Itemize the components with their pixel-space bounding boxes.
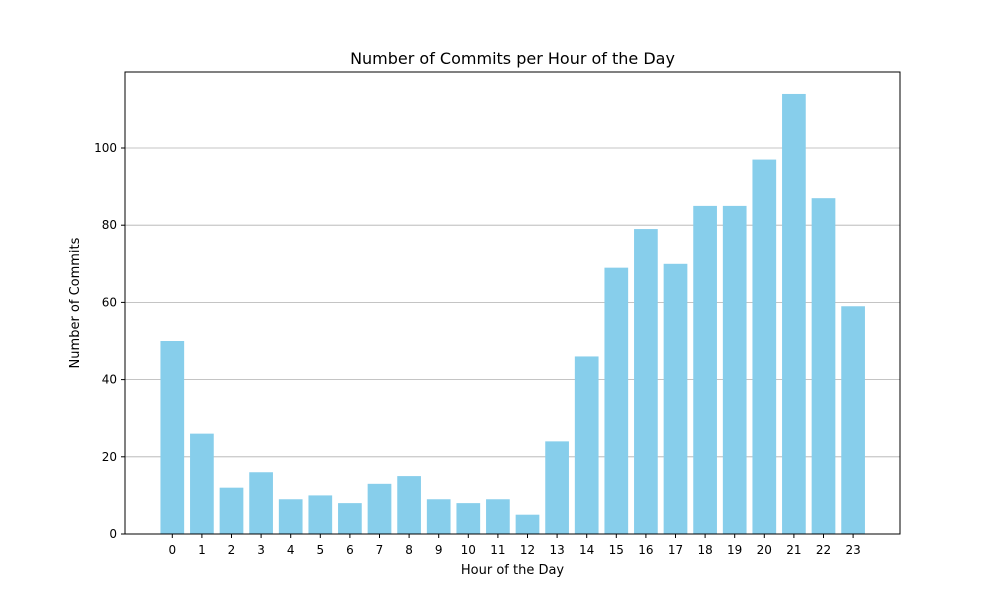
x-tick-label: 4 [287,543,295,557]
y-tick-label: 80 [102,218,117,232]
bar-hour-9 [426,499,451,534]
bar-hour-20 [752,159,777,534]
bar-hour-5 [308,495,333,534]
x-tick-label: 8 [405,543,413,557]
bar-hour-12 [515,514,540,534]
bar-hour-18 [693,205,717,534]
bar-hour-21 [782,93,806,535]
bar-hour-11 [486,499,510,534]
y-tick-label: 60 [102,295,117,309]
x-tick-label: 9 [435,543,443,557]
y-tick-label: 0 [109,527,117,541]
x-tick-label: 2 [228,543,236,557]
x-axis-label: Hour of the Day [461,563,565,578]
bar-hour-14 [574,356,599,534]
x-tick-label: 19 [727,543,742,557]
x-tick-label: 21 [786,543,801,557]
bar-hour-13 [545,441,569,534]
bar-hour-4 [278,499,303,534]
x-tick-label: 1 [198,543,206,557]
bar-hour-7 [367,483,392,534]
x-tick-label: 10 [461,543,476,557]
y-tick-label: 40 [102,373,117,387]
bars [160,93,865,535]
x-tick-label: 3 [257,543,265,557]
chart-title: Number of Commits per Hour of the Day [350,49,675,68]
bar-hour-23 [841,306,865,534]
x-tick-label: 20 [757,543,772,557]
y-axis-label: Number of Commits [68,237,83,368]
x-tick-label: 11 [490,543,505,557]
bar-hour-22 [811,198,836,534]
bar-hour-6 [338,503,362,534]
x-tick-label: 12 [520,543,535,557]
x-tick-label: 13 [549,543,564,557]
x-tick-label: 23 [845,543,860,557]
x-tick-label: 5 [316,543,324,557]
bar-hour-17 [663,263,688,534]
x-tick-label: 15 [609,543,624,557]
bar-hour-8 [397,476,421,534]
bar-hour-3 [249,472,273,534]
x-tick-label: 22 [816,543,831,557]
x-axis-ticks: 0 1 2 3 4 5 6 7 8 9 10 11 12 13 14 15 16 17 18 19 20 21 22 23 [168,534,861,557]
bar-hour-1 [190,433,214,534]
plot-frame [124,71,901,535]
y-axis-ticks: 0 20 40 60 80 100 [94,141,125,541]
bar-hour-19 [722,205,747,534]
x-tick-label: 14 [579,543,594,557]
bar-hour-16 [634,229,658,534]
y-tick-label: 20 [102,450,117,464]
bar-hour-0 [160,341,185,534]
x-tick-label: 17 [668,543,683,557]
y-tick-label: 100 [94,141,117,155]
bar-hour-15 [604,267,629,534]
x-tick-label: 6 [346,543,354,557]
bar-hour-10 [456,503,481,534]
x-tick-label: 0 [168,543,176,557]
x-tick-label: 18 [697,543,712,557]
x-tick-label: 16 [638,543,653,557]
bar-hour-2 [219,487,244,534]
x-tick-label: 7 [376,543,384,557]
